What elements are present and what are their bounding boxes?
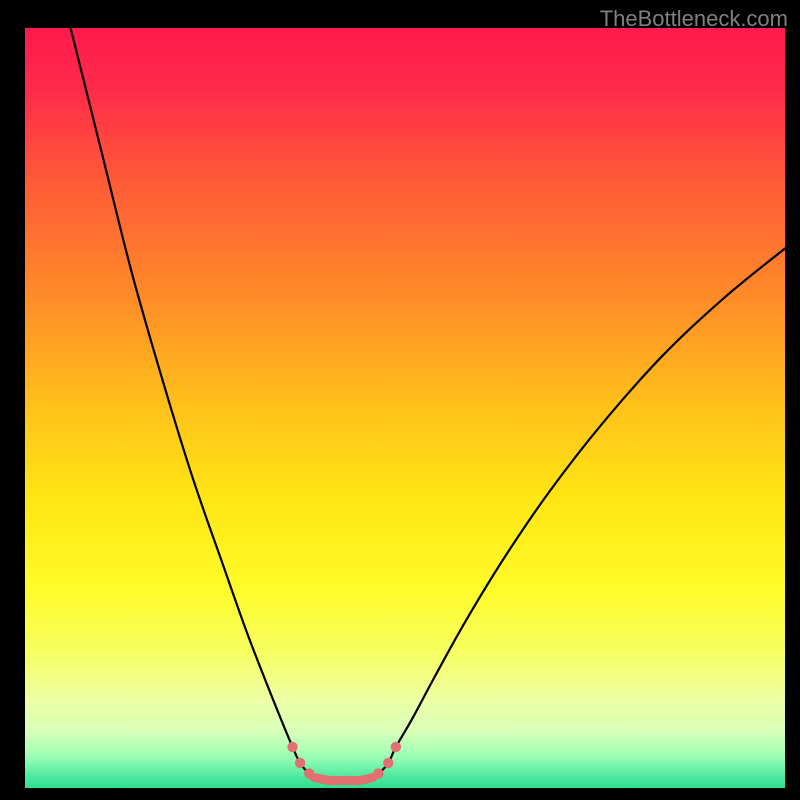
bottleneck-curve-plot xyxy=(25,28,785,788)
valley-highlight-dot xyxy=(304,768,314,778)
valley-highlight-bar xyxy=(314,777,373,780)
valley-highlight-dot xyxy=(383,758,393,768)
watermark-label: TheBottleneck.com xyxy=(600,6,788,32)
valley-highlight-dot xyxy=(373,768,383,778)
valley-highlight-dot xyxy=(287,742,297,752)
gradient-background xyxy=(25,28,785,788)
valley-highlight-dot xyxy=(391,742,401,752)
valley-highlight-dot xyxy=(295,758,305,768)
chart-container: TheBottleneck.com xyxy=(0,0,800,800)
